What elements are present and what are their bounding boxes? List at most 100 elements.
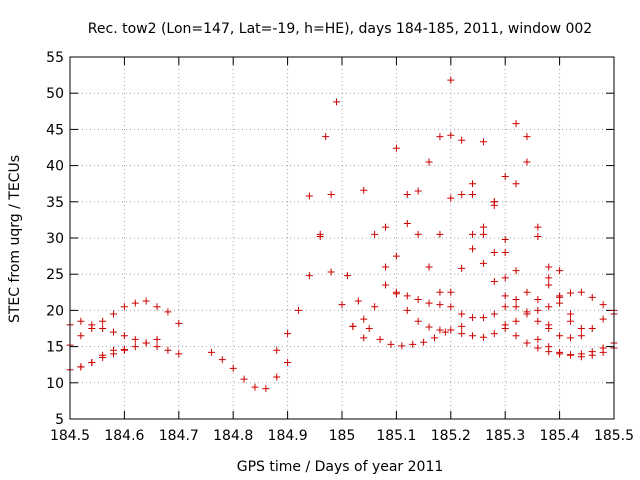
data-point-arc3 bbox=[142, 297, 150, 305]
data-point-arc9 bbox=[371, 303, 379, 311]
data-point-arc9 bbox=[414, 187, 422, 195]
data-point-arc5 bbox=[284, 359, 292, 367]
data-point-arc8 bbox=[354, 297, 362, 305]
data-point-arc22 bbox=[545, 325, 553, 332]
y-tick-label: 40 bbox=[46, 159, 64, 175]
data-point-arc14 bbox=[458, 191, 466, 199]
data-point-arc13 bbox=[490, 248, 498, 256]
chart-title: Rec. tow2 (Lon=147, Lat=-19, h=HE), days… bbox=[88, 21, 592, 37]
data-point-arc5 bbox=[240, 375, 248, 383]
data-point-arc11 bbox=[490, 310, 498, 318]
data-point-arc3 bbox=[164, 308, 172, 316]
data-point-arc13 bbox=[501, 274, 509, 282]
data-point-arc20 bbox=[545, 343, 553, 351]
data-point-arc8 bbox=[387, 340, 395, 348]
data-point-arc9 bbox=[392, 252, 400, 260]
data-point-arc12 bbox=[403, 292, 411, 300]
x-tick-label: 185 bbox=[329, 428, 356, 444]
data-point-arc2 bbox=[153, 335, 161, 343]
data-point-arc16 bbox=[556, 267, 564, 275]
data-point-arc5 bbox=[218, 356, 226, 364]
data-point-arc12 bbox=[458, 264, 466, 272]
data-point-arc22 bbox=[566, 334, 574, 342]
data-point-arc15 bbox=[534, 306, 542, 314]
data-point-arc9 bbox=[349, 322, 357, 330]
data-point-arc11 bbox=[403, 191, 411, 199]
data-point-arc21 bbox=[545, 303, 553, 311]
data-point-arc2 bbox=[131, 343, 139, 351]
data-point-arc11 bbox=[469, 314, 477, 322]
data-point-arc8 bbox=[409, 340, 417, 348]
data-point-arc16 bbox=[523, 308, 531, 316]
data-point-arc16 bbox=[469, 332, 477, 340]
data-point-arc8 bbox=[430, 334, 438, 342]
data-point-arc11 bbox=[382, 223, 390, 231]
y-tick-label: 25 bbox=[46, 267, 64, 283]
data-point-arc13 bbox=[425, 263, 433, 271]
data-point-arc16 bbox=[512, 317, 520, 325]
data-point-arc1 bbox=[153, 343, 161, 351]
data-point-arc11 bbox=[458, 310, 466, 318]
data-point-arc4 bbox=[110, 346, 118, 354]
y-tick-label: 20 bbox=[46, 303, 64, 319]
data-point-arc8 bbox=[365, 325, 373, 332]
data-point-arc1 bbox=[131, 335, 139, 343]
data-point-arc5 bbox=[207, 348, 215, 356]
data-point-arc18 bbox=[577, 325, 585, 332]
data-point-arc12 bbox=[447, 288, 455, 296]
y-tick-label: 50 bbox=[46, 86, 64, 102]
data-point-arc18 bbox=[512, 180, 520, 188]
data-point-arc18 bbox=[545, 263, 553, 271]
data-point-arc3 bbox=[77, 332, 85, 340]
y-tick-label: 5 bbox=[55, 412, 64, 428]
grid bbox=[70, 57, 614, 419]
data-point-arc13 bbox=[447, 194, 455, 202]
data-point-arc20 bbox=[588, 351, 596, 359]
data-point-arc9 bbox=[425, 158, 433, 166]
data-point-arc1 bbox=[120, 332, 128, 340]
data-point-arc18 bbox=[566, 310, 574, 318]
data-point-arc19 bbox=[523, 339, 531, 347]
data-point-arc3 bbox=[153, 303, 161, 311]
data-point-arc9 bbox=[382, 281, 390, 289]
data-point-arc6 bbox=[284, 330, 292, 338]
data-point-arc3 bbox=[131, 299, 139, 307]
data-point-arc7 bbox=[338, 301, 346, 309]
data-point-arc17 bbox=[490, 201, 498, 209]
data-point-arc13 bbox=[512, 296, 520, 304]
data-point-arc22 bbox=[556, 332, 564, 340]
x-axis-label: GPS time / Days of year 2011 bbox=[237, 459, 444, 475]
data-point-arc17 bbox=[545, 274, 553, 282]
data-point-arc21 bbox=[566, 289, 574, 297]
data-point-arc4 bbox=[120, 345, 128, 353]
data-point-arc8 bbox=[322, 133, 330, 141]
data-point-arc1 bbox=[77, 317, 85, 325]
data-point-arc6 bbox=[294, 306, 302, 314]
data-point-arc2 bbox=[142, 339, 150, 347]
x-tick-label: 185.2 bbox=[431, 428, 471, 444]
data-point-arc21 bbox=[577, 288, 585, 296]
data-point-arc20 bbox=[599, 348, 607, 356]
data-point-arc3 bbox=[99, 317, 107, 325]
data-point-arc14 bbox=[501, 292, 509, 300]
y-tick-label: 10 bbox=[46, 376, 64, 392]
data-point-arc14 bbox=[512, 303, 520, 311]
data-point-arc10 bbox=[382, 263, 390, 271]
data-point-arc9 bbox=[436, 133, 444, 141]
data-point-arc22 bbox=[577, 332, 585, 340]
data-point-arc5 bbox=[229, 364, 237, 372]
data-point-arc20 bbox=[566, 351, 574, 359]
data-point-arc12 bbox=[425, 299, 433, 307]
data-point-arc14 bbox=[490, 277, 498, 285]
data-point-arc8 bbox=[420, 338, 428, 346]
data-point-arc22 bbox=[599, 315, 607, 323]
data-point-arc13 bbox=[458, 136, 466, 144]
y-tick-labels: 5 10 15 20 25 30 35 40 45 50 55 bbox=[46, 50, 64, 428]
data-point-arc10 bbox=[371, 230, 379, 238]
data-point-arc9 bbox=[403, 220, 411, 228]
data-point-arc3 bbox=[110, 310, 118, 318]
y-tick-label: 45 bbox=[46, 122, 64, 138]
data-point-arc12 bbox=[414, 296, 422, 304]
data-point-arc8 bbox=[343, 272, 351, 280]
data-point-arc4 bbox=[99, 351, 107, 359]
